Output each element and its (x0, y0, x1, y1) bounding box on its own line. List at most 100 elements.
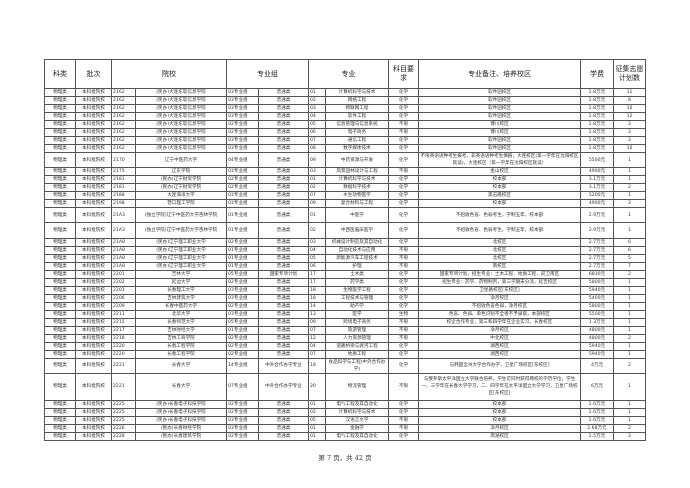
cell-plan-count: 3 (613, 199, 646, 209)
cell-group-type: 普通类 (258, 309, 309, 319)
cell-subject-requirement: 不限 (388, 253, 419, 263)
cell-batch: 本科批院校 (75, 207, 112, 224)
cell-group-type: 普通类 (258, 199, 309, 209)
cell-category: 物理类 (44, 96, 76, 105)
cell-category: 物理类 (44, 423, 76, 433)
cell-major-code: 01 (308, 207, 326, 224)
cell-subject-requirement: 化学 (388, 175, 419, 185)
cell-subject-requirement: 不限 (388, 325, 419, 335)
cell-tuition: 5940元 (580, 285, 614, 295)
cell-major-code: 18 (308, 293, 326, 303)
cell-batch: 本科批院校 (75, 128, 112, 137)
cell-major-group: 02专业组 (226, 349, 259, 359)
cell-batch: 本科批院校 (75, 261, 112, 271)
cell-school-name: (民办)辽宁理工职业大学 (135, 253, 227, 263)
cell-major-code: 14 (308, 301, 326, 311)
cell-batch: 本科批院校 (75, 253, 112, 263)
cell-major-name: 旅游管理 (325, 325, 389, 335)
cell-school-name: (民办)大连东软信息学院 (135, 88, 227, 97)
cell-subject-requirement: 化学 (388, 237, 419, 247)
cell-notes-campus: 国家专项计划，招生专业：土木工程、地质工程，前卫南区 (418, 269, 581, 279)
table-row: 物理类 本科批院校 2175 辽东学院 03专业组 普通类 03 风景园林设计与工程 不限 金山校… (44, 167, 646, 177)
cell-notes-campus: 软件园校区 (418, 104, 581, 113)
cell-plan-count: 1 (613, 415, 646, 425)
cell-major-name: 软件工程 (325, 112, 389, 121)
cell-category: 物理类 (44, 285, 76, 295)
cell-notes-campus: 软件园校区 (418, 144, 581, 153)
cell-major-group: 02专业组 (226, 175, 259, 185)
cell-plan-count: 10 (613, 144, 646, 153)
table-row: 物理类 本科批院校 2221 长春大学 07专业组 中外合作办学专业 20 物流管理 不限 与俄罗… (44, 372, 646, 401)
cell-category: 物理类 (44, 88, 76, 97)
cell-major-code: 04 (308, 112, 326, 121)
cell-group-type: 普通类 (258, 407, 309, 417)
cell-plan-count: 3 (613, 128, 646, 137)
cell-major-group: 01专业组 (226, 253, 259, 263)
cell-group-type: 中外合作办学专业 (258, 372, 309, 401)
cell-major-group: 03专业组 (226, 136, 259, 145)
table-row: 物理类 本科批院校 2181 (民办)辽宁财贸学院 02专业组 普通类 01 计算机科学与技术… (44, 175, 646, 185)
cell-tuition: 4万元 (580, 357, 614, 374)
cell-batch: 本科批院校 (75, 237, 112, 247)
cell-batch: 本科批院校 (75, 431, 112, 441)
cell-batch: 本科批院校 (75, 191, 112, 201)
cell-plan-count: 1 (613, 399, 646, 409)
cell-category: 物理类 (44, 293, 76, 303)
cell-category: 物理类 (44, 372, 76, 401)
cell-notes-campus: 校本部 (418, 399, 581, 409)
cell-batch: 本科批院校 (75, 104, 112, 113)
table-row: 物理类 本科批院校 2226 (民办)长春财经学院 03专业组 普通类 01 金融学 不限 净月校… (44, 423, 646, 433)
cell-major-code: 01 (308, 431, 326, 441)
cell-group-type: 普通类 (258, 144, 309, 153)
cell-school-code: 2217 (111, 325, 136, 335)
cell-group-type: 普通类 (258, 207, 309, 224)
table-row: 物理类 本科批院校 2221 长春大学 14专业组 中外合作办学专业 18 食品科学与工程(中… (44, 357, 646, 374)
cell-group-type: 普通类 (258, 253, 309, 263)
cell-subject-requirement: 生物 (388, 309, 419, 319)
cell-plan-count: 11 (613, 88, 646, 97)
cell-category: 物理类 (44, 144, 76, 153)
cell-batch: 本科批院校 (75, 349, 112, 359)
cell-school-name: (民办)长春财经学院 (135, 423, 227, 433)
cell-batch: 本科批院校 (75, 415, 112, 425)
table-row: 物理类 本科批院校 2220 长春工程学院 02专业组 普通类 07 地质工程 化学 湖西校区 59… (44, 349, 646, 359)
cell-school-code: 2218 (111, 333, 136, 343)
cell-major-code: 04 (308, 341, 326, 351)
cell-major-name: 通信工程 (325, 136, 389, 145)
cell-major-name: 人力资源管理 (325, 333, 389, 343)
cell-category: 物理类 (44, 317, 76, 327)
cell-school-code: 2201 (111, 269, 136, 279)
cell-school-name: (民办)大连东软信息学院 (135, 144, 227, 153)
cell-major-group: 03专业组 (226, 96, 259, 105)
cell-notes-campus: 北校区 (418, 237, 581, 247)
cell-notes-campus: 不限英语语种考生报考，非英语语种考生慎报；大连校区(第一学年在沈阳校区就读)，大… (418, 151, 581, 169)
cell-category: 物理类 (44, 431, 76, 441)
cell-major-name: 电子商务 (325, 128, 389, 137)
cell-batch: 本科批院校 (75, 136, 112, 145)
enrollment-table: 科类 批次 院校 专业组 专业 科目要求 专业备注、培养校区 学费 征集志愿计划… (44, 59, 646, 441)
cell-tuition: 4900元 (580, 199, 614, 209)
cell-category: 物理类 (44, 333, 76, 343)
cell-school-code: 2209 (111, 301, 136, 311)
cell-school-name: (独立学院)辽宁中医药大学杏林学院 (135, 222, 227, 239)
cell-tuition: 3.1万元 (580, 183, 614, 193)
cell-plan-count: 5 (613, 253, 646, 263)
cell-major-name: 水生动物医学 (325, 191, 389, 201)
cell-plan-count: 1 (613, 277, 646, 287)
cell-batch: 本科批院校 (75, 175, 112, 185)
cell-batch: 本科批院校 (75, 199, 112, 209)
cell-major-group: 01专业组 (226, 222, 259, 239)
cell-notes-campus: 校本部 (418, 199, 581, 209)
table-row: 物理类 本科批院校 2188 大连海洋大学 03专业组 普通类 07 水生动物医学 化学 黑石礁校… (44, 191, 646, 201)
cell-group-type: 普通类 (258, 167, 309, 177)
cell-tuition: 2.6万元 (580, 407, 614, 417)
cell-subject-requirement: 化学 (388, 199, 419, 209)
cell-tuition: 4900元 (580, 167, 614, 177)
cell-school-name: 长春工程学院 (135, 341, 227, 351)
cell-school-name: (民办)大连东软信息学院 (135, 128, 227, 137)
cell-school-code: 21A8 (111, 237, 136, 247)
cell-batch: 本科批院校 (75, 423, 112, 433)
cell-group-type: 普通类 (258, 136, 309, 145)
header-batch: 批次 (75, 59, 112, 89)
table-row: 物理类 本科批院校 2162 (民办)大连东软信息学院 03专业组 普通类 07 通信工程 化学… (44, 136, 646, 145)
